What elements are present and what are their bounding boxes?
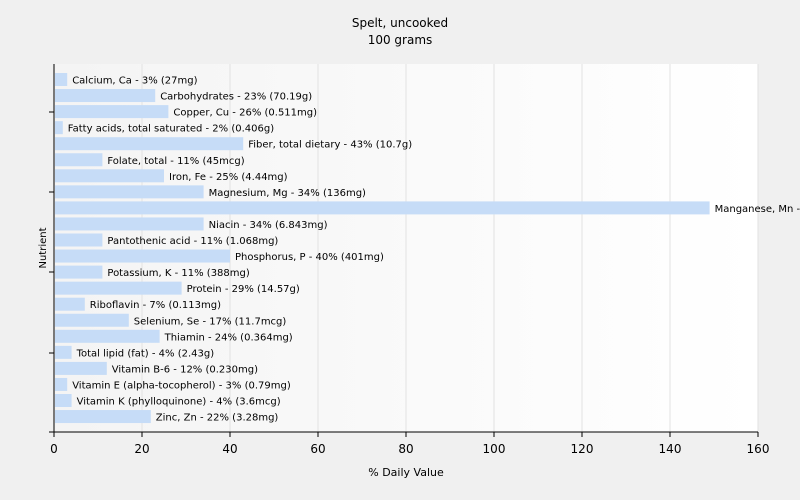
bar-data-label: Phosphorus, P - 40% (401mg): [235, 252, 384, 263]
x-tick-label: 120: [571, 442, 594, 456]
bar-data-label: Folate, total - 11% (45mcg): [107, 156, 244, 167]
x-tick-label: 60: [310, 442, 325, 456]
bar-data-label: Pantothenic acid - 11% (1.068mg): [107, 236, 278, 247]
x-tick-label: 160: [747, 442, 770, 456]
bar: [55, 105, 169, 119]
chart-title: Spelt, uncooked: [352, 16, 448, 30]
chart-subtitle: 100 grams: [368, 33, 433, 47]
bar: [55, 137, 244, 151]
bar-data-label: Selenium, Se - 17% (11.7mcg): [134, 316, 287, 327]
bar: [55, 377, 68, 391]
bar-data-label: Vitamin B-6 - 12% (0.230mg): [112, 364, 258, 375]
bar-data-label: Fiber, total dietary - 43% (10.7g): [248, 140, 412, 151]
bar: [55, 233, 103, 247]
bar-data-label: Riboflavin - 7% (0.113mg): [90, 300, 221, 311]
x-tick-label: 140: [659, 442, 682, 456]
bar: [55, 410, 151, 424]
bar: [55, 394, 72, 407]
bar: [55, 361, 107, 375]
bar: [55, 345, 72, 359]
bar-data-label: Calcium, Ca - 3% (27mg): [72, 76, 197, 87]
bar-data-label: Total lipid (fat) - 4% (2.43g): [76, 348, 215, 359]
bar: [55, 73, 68, 86]
x-tick-label: 40: [222, 442, 237, 456]
bar-data-label: Iron, Fe - 25% (4.44mg): [169, 172, 288, 183]
bar-data-label: Fatty acids, total saturated - 2% (0.406…: [68, 124, 274, 135]
x-axis-label: % Daily Value: [368, 466, 444, 479]
bar: [55, 297, 85, 311]
x-tick-label: 80: [398, 442, 413, 456]
bar: [55, 89, 156, 103]
bar-data-label: Protein - 29% (14.57g): [187, 284, 300, 295]
axes-group: [49, 64, 759, 437]
y-axis-label: Nutrient: [38, 227, 49, 268]
x-tick-label: 100: [483, 442, 506, 456]
bar-data-label: Carbohydrates - 23% (70.19g): [160, 92, 312, 103]
bar-data-label: Zinc, Zn - 22% (3.28mg): [156, 413, 279, 424]
bar-data-label: Vitamin E (alpha-tocopherol) - 3% (0.79m…: [72, 380, 291, 391]
bar-data-label: Copper, Cu - 26% (0.511mg): [173, 108, 317, 119]
tick-labels-group: 0 20 40 60 80 100 120 140 160: [50, 442, 769, 456]
bar: [55, 201, 710, 215]
bar-data-label: Potassium, K - 11% (388mg): [107, 268, 249, 279]
bar: [55, 313, 129, 327]
bars-group: Calcium, Ca - 3% (27mg) Carbohydrates - 2…: [55, 73, 800, 424]
bar: [55, 281, 182, 295]
x-tick-label: 0: [50, 442, 58, 456]
bar-data-label: Niacin - 34% (6.843mg): [209, 220, 328, 231]
bar: [55, 169, 164, 183]
bar: [55, 185, 204, 199]
bar: [55, 265, 103, 279]
bar: [55, 329, 160, 343]
bar-data-label: Thiamin - 24% (0.364mg): [164, 332, 293, 343]
bar-data-label: Vitamin K (phylloquinone) - 4% (3.6mcg): [77, 397, 281, 408]
bar: [55, 217, 204, 231]
bar: [55, 121, 63, 135]
bar: [55, 249, 230, 263]
bar-data-label: Magnesium, Mg - 34% (136mg): [209, 188, 366, 199]
grid-lines: [141, 64, 759, 432]
bar: [55, 153, 103, 167]
bar-data-label: Manganese, Mn - 149% (2.983mg): [715, 204, 800, 215]
x-tick-label: 20: [134, 442, 149, 456]
